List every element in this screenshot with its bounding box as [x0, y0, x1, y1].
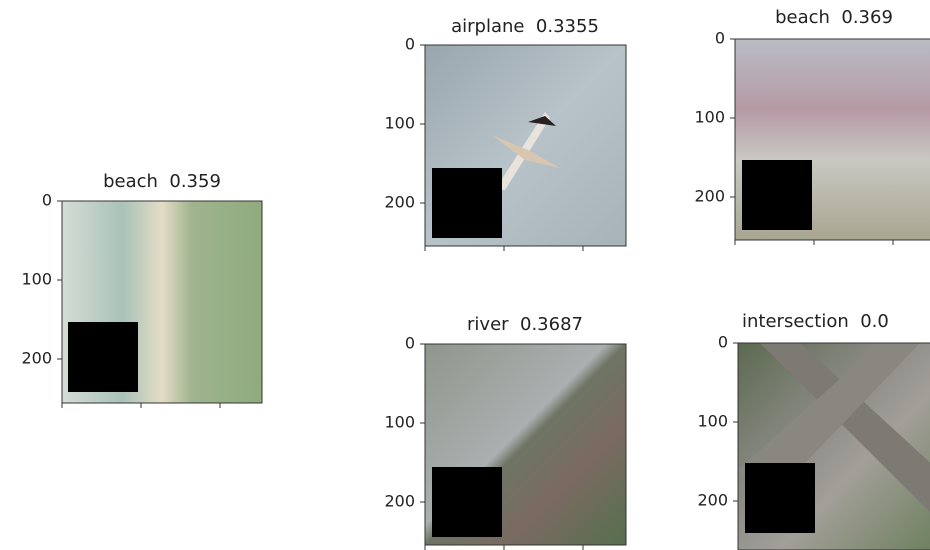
occlusion-patch [745, 463, 815, 533]
panel: airplane 0.3355 0 100 200 [384, 16, 627, 251]
axes-frame [424, 343, 627, 546]
y-tick-label: 100 [384, 114, 415, 133]
y-tick-label: 200 [697, 491, 728, 510]
y-tick-label: 0 [718, 333, 728, 352]
y-tick-label: 0 [405, 334, 415, 353]
y-tick-label: 100 [694, 108, 725, 127]
panel-title: intersection 0.0 [742, 311, 889, 332]
tail [528, 116, 556, 126]
y-tick-label: 0 [405, 35, 415, 54]
panel-title: airplane 0.3355 [451, 16, 599, 37]
axes-frame [61, 200, 263, 404]
y-tick-label: 200 [384, 193, 415, 212]
occlusion-patch [432, 467, 502, 537]
y-tick-label: 100 [697, 412, 728, 431]
panel-title: river 0.3687 [467, 314, 583, 335]
y-tick-label: 0 [715, 29, 725, 48]
panel: beach 0.369 0 100 200 [694, 7, 930, 245]
y-tick-label: 200 [694, 187, 725, 206]
y-tick-label: 200 [21, 349, 52, 368]
road [760, 343, 930, 513]
panel: intersection 0.0 0 100 200 [697, 311, 930, 550]
wing [492, 135, 560, 168]
axes-frame [734, 38, 930, 241]
y-tick-label: 100 [384, 413, 415, 432]
panel-title: beach 0.359 [103, 171, 221, 192]
occlusion-patch [432, 168, 502, 238]
y-tick-label: 200 [384, 492, 415, 511]
axes-frame [424, 44, 627, 247]
panel-title: beach 0.369 [775, 7, 893, 28]
occlusion-patch [68, 322, 138, 392]
y-tick-label: 100 [21, 270, 52, 289]
panel: river 0.3687 0 100 200 [384, 314, 627, 550]
axes-frame [737, 342, 930, 550]
panel: beach 0.359 0 100 200 [21, 171, 263, 408]
y-tick-label: 0 [42, 191, 52, 210]
occlusion-patch [742, 160, 812, 230]
